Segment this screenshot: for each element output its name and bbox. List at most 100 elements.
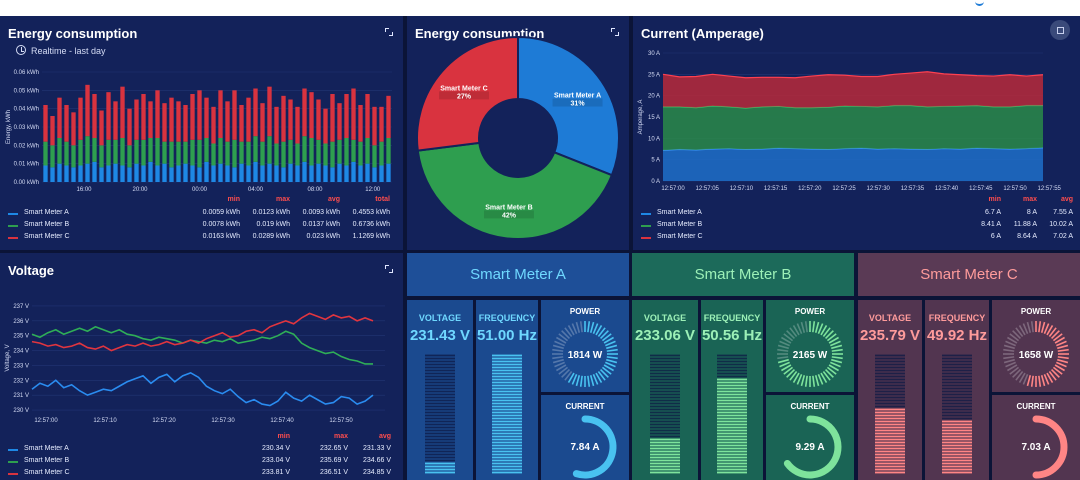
level-segment — [492, 426, 522, 429]
level-segment — [942, 441, 972, 444]
gauge-tick — [1018, 372, 1026, 383]
bar-segment — [99, 110, 104, 146]
bar-segment — [57, 138, 62, 164]
level-segment — [942, 357, 972, 360]
level-segment — [650, 414, 680, 417]
level-segment — [492, 438, 522, 441]
level-segment — [717, 456, 747, 459]
level-segment — [492, 420, 522, 423]
fullscreen-button[interactable] — [1050, 20, 1070, 40]
level-segment — [425, 384, 455, 387]
bar-segment — [134, 139, 139, 164]
gauge-tick — [579, 375, 583, 387]
gauge-tick — [601, 333, 612, 342]
level-segment — [425, 363, 455, 366]
voltage-level-bar — [425, 354, 455, 474]
y-tick-label: 0 A — [651, 179, 660, 185]
bar-segment — [295, 143, 300, 166]
pie-slice — [416, 141, 614, 240]
bar-segment — [358, 165, 363, 182]
level-segment — [425, 426, 455, 429]
gauge-tick — [595, 325, 603, 336]
level-segment — [650, 462, 680, 465]
gauge-tick — [824, 330, 834, 340]
voltage-line-chart: 230 V 231 V 232 V 233 V 234 V 235 V 236 V 237 V… — [5, 304, 385, 424]
bar-segment — [148, 161, 153, 182]
level-segment — [492, 384, 522, 387]
bar-segment — [386, 163, 391, 182]
level-segment — [875, 366, 905, 369]
level-segment — [425, 438, 455, 441]
gauge-tick — [1015, 327, 1024, 338]
legend-item-smart-meter-c[interactable]: Smart Meter C 6 A 8.64 A 7.02 A — [641, 233, 1073, 243]
line-series — [31, 325, 373, 365]
level-segment — [717, 384, 747, 387]
gauge-tick — [575, 321, 581, 333]
level-segment — [425, 366, 455, 369]
bar-segment — [141, 139, 146, 166]
expand-icon[interactable] — [611, 28, 619, 36]
legend-item-smart-meter-a[interactable]: Smart Meter A 0.0059 kWh 0.0123 kWh 0.00… — [8, 209, 398, 219]
legend-item-smart-meter-b[interactable]: Smart Meter B 8.41 A 11.88 A 10.02 A — [641, 221, 1073, 231]
x-tick-label: 12:57:40 — [935, 186, 959, 192]
smart-meter-c-panel: Smart Meter C VOLTAGE 235.79 V FREQUENCY… — [858, 253, 1080, 480]
level-segment — [425, 378, 455, 381]
legend-item-smart-meter-b[interactable]: Smart Meter B 233.04 V 235.69 V 234.66 V — [8, 457, 398, 467]
bar-segment — [281, 95, 286, 142]
level-segment — [650, 375, 680, 378]
level-segment — [875, 456, 905, 459]
level-segment — [492, 402, 522, 405]
legend-item-smart-meter-a[interactable]: Smart Meter A 230.34 V 232.65 V 231.33 V — [8, 445, 398, 455]
gauge-tick — [587, 375, 591, 387]
y-axis-label: Amperage, A — [638, 100, 644, 135]
level-segment — [492, 372, 522, 375]
bar-segment — [365, 94, 370, 138]
y-tick-label: 236 V — [13, 319, 29, 325]
legend-item-smart-meter-b[interactable]: Smart Meter B 0.0078 kWh 0.019 kWh 0.013… — [8, 221, 398, 231]
level-segment — [492, 429, 522, 432]
level-segment — [650, 471, 680, 474]
level-segment — [650, 438, 680, 441]
gauge-tick — [558, 366, 569, 375]
level-segment — [492, 366, 522, 369]
gauge-tick — [1052, 333, 1063, 342]
gauge-tick — [1003, 348, 1015, 352]
gauge-tick — [1038, 321, 1042, 333]
legend-item-smart-meter-a[interactable]: Smart Meter A 6.7 A 8 A 7.55 A — [641, 209, 1073, 219]
level-segment — [425, 450, 455, 453]
bar-segment — [64, 165, 69, 182]
bar-segment — [162, 103, 167, 142]
expand-icon[interactable] — [385, 265, 393, 273]
bar-segment — [218, 138, 223, 164]
level-segment — [492, 378, 522, 381]
bar-segment — [85, 136, 90, 164]
gauge-tick — [777, 358, 789, 364]
bar-segment — [309, 92, 314, 138]
level-segment — [875, 471, 905, 474]
gauge-tick — [564, 370, 573, 381]
y-tick-label: 5 A — [651, 158, 660, 164]
x-tick-label: 12:57:05 — [696, 186, 720, 192]
bar-segment — [204, 97, 209, 138]
level-segment — [942, 444, 972, 447]
level-segment — [717, 399, 747, 402]
level-segment — [942, 405, 972, 408]
legend-item-smart-meter-c[interactable]: Smart Meter C 0.0163 kWh 0.0289 kWh 0.02… — [8, 233, 398, 243]
bar-segment — [169, 141, 174, 168]
bar-segment — [246, 97, 251, 142]
legend-item-smart-meter-c[interactable]: Smart Meter C 233.81 V 236.51 V 234.85 V — [8, 469, 398, 479]
bar-segment — [92, 94, 97, 138]
gauge-tick — [1048, 327, 1057, 338]
level-segment — [650, 435, 680, 438]
bar-segment — [183, 163, 188, 182]
gauge-tick — [812, 375, 816, 387]
level-segment — [942, 387, 972, 390]
gauge-tick — [814, 375, 820, 387]
gauge-tick — [824, 368, 834, 378]
level-segment — [425, 408, 455, 411]
level-segment — [492, 375, 522, 378]
level-segment — [492, 468, 522, 471]
gauge-tick — [789, 327, 798, 338]
gauge-tick — [1026, 375, 1032, 387]
expand-icon[interactable] — [385, 28, 393, 36]
